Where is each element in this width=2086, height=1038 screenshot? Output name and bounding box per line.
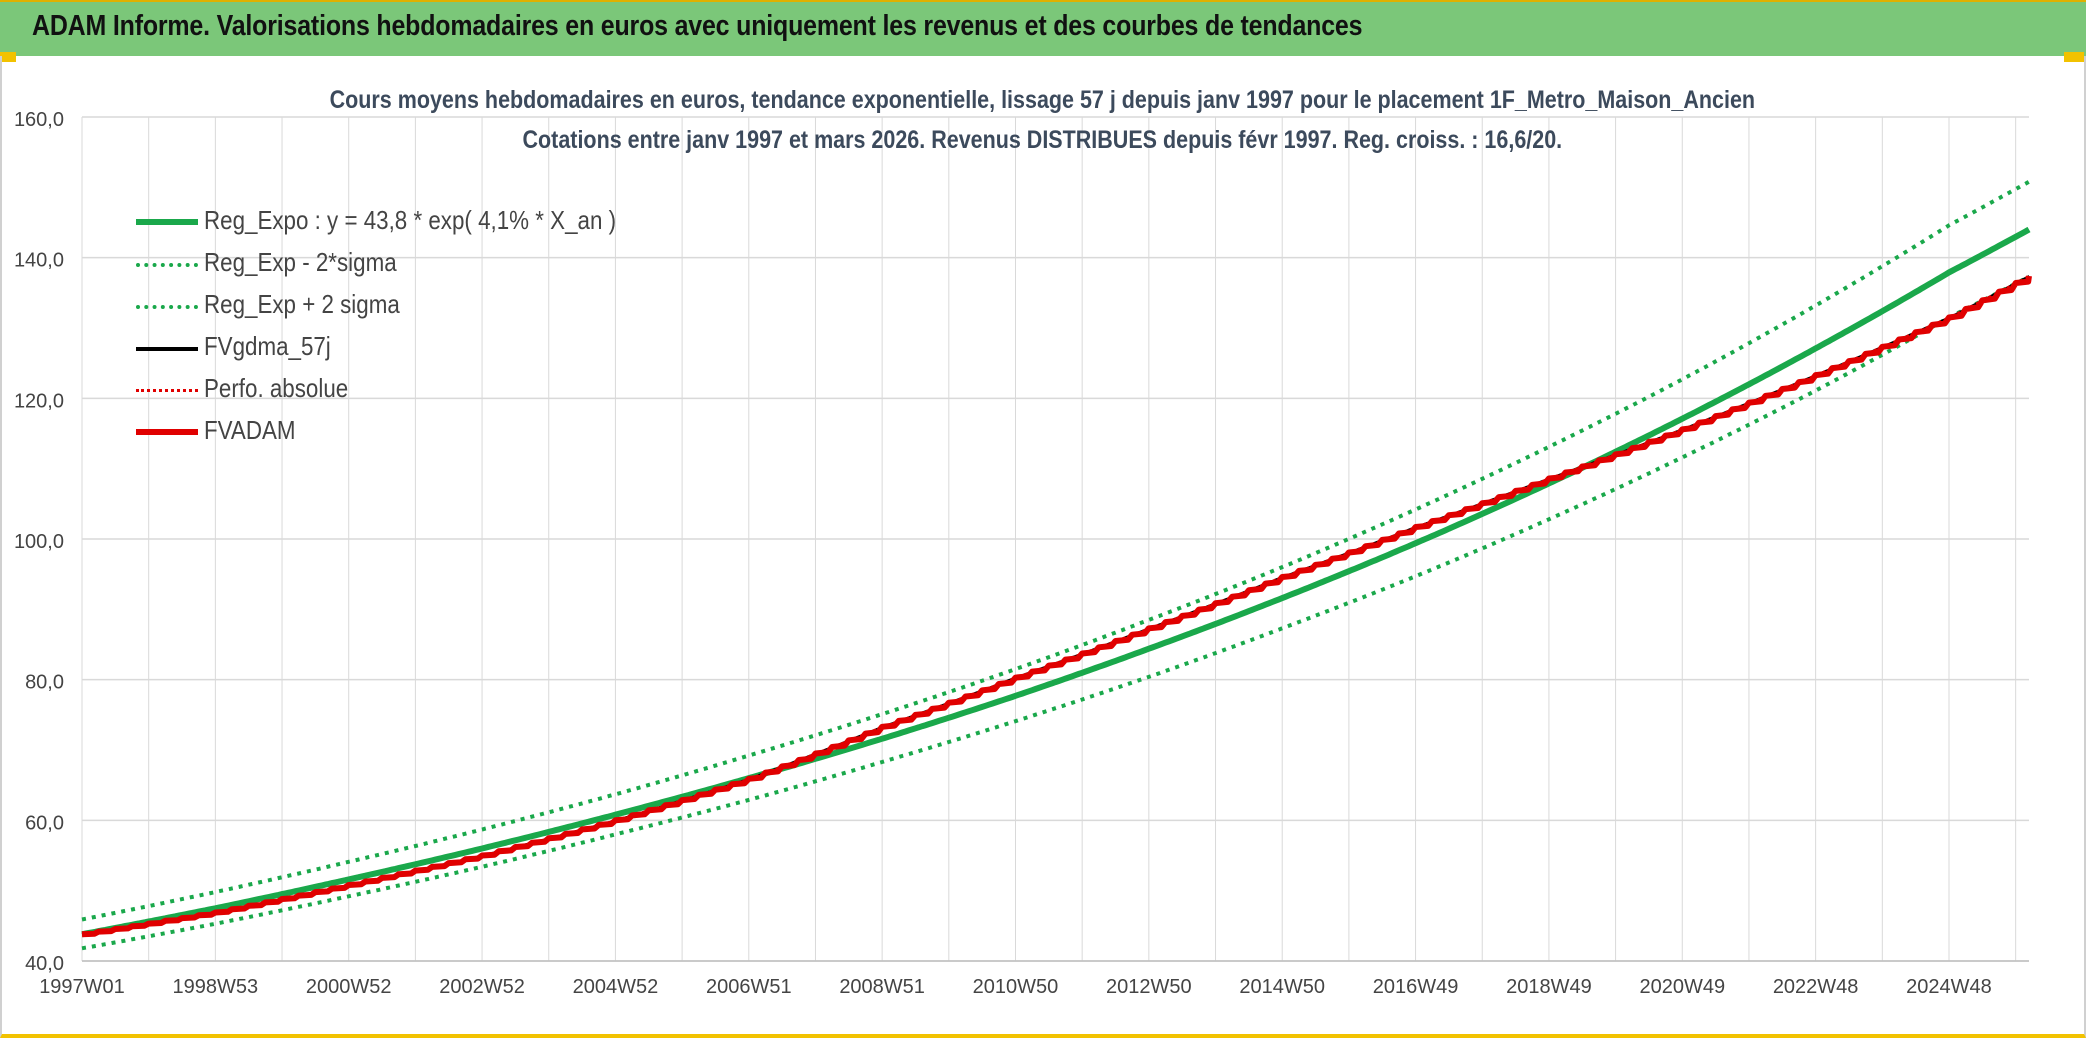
- x-tick-label: 1997W01: [39, 976, 125, 998]
- y-tick-label: 60,0: [25, 812, 64, 834]
- legend-label: Reg_Exp + 2 sigma: [204, 289, 400, 319]
- x-tick-label: 2020W49: [1639, 976, 1725, 998]
- y-tick-label: 80,0: [25, 672, 64, 694]
- legend-label: Reg_Expo : y = 43,8 * exp( 4,1% * X_an ): [204, 205, 617, 235]
- corner-marker-left: [0, 52, 16, 62]
- legend-label: Perfo. absolue: [204, 373, 349, 403]
- x-tick-label: 2012W50: [1106, 976, 1192, 998]
- corner-marker-right: [2064, 52, 2084, 62]
- report-title: ADAM Informe. Valorisations hebdomadaire…: [32, 10, 1363, 42]
- legend-swatch: [136, 219, 198, 225]
- y-tick-label: 40,0: [25, 953, 64, 975]
- legend-swatch: [136, 389, 198, 392]
- chart-plot: 40,0 60,0 80,0 100,0 120,0 140,0 160,0 1997W01 1…: [14, 109, 2032, 998]
- chart-title: Cours moyens hebdomadaires en euros, ten…: [329, 86, 1756, 114]
- x-tick-label: 2008W51: [839, 976, 925, 998]
- x-tick-label: 2002W52: [439, 976, 525, 998]
- legend-swatch: [136, 305, 198, 309]
- series-line-fvgdma: [81, 275, 2030, 936]
- series-line-reg-exp-plus: [81, 179, 2030, 922]
- legend-label: FVgdma_57j: [204, 331, 331, 361]
- chart-subtitle: Cotations entre janv 1997 et mars 2026. …: [522, 126, 1563, 154]
- series-line-reg-expo: [81, 226, 2031, 938]
- x-tick-label: 2010W50: [973, 976, 1059, 998]
- legend-label: FVADAM: [204, 415, 296, 445]
- series-line-fvadam: [81, 275, 2032, 938]
- x-tick-label: 2004W52: [573, 976, 659, 998]
- x-tick-label: 2018W49: [1506, 976, 1592, 998]
- legend-swatch: [136, 347, 198, 351]
- y-tick-label: 100,0: [14, 531, 64, 553]
- series-line-perfo-absolue: [81, 275, 2030, 936]
- legend-swatch: [136, 429, 198, 435]
- x-tick-label: 2014W50: [1239, 976, 1325, 998]
- x-tick-label: 2016W49: [1373, 976, 1459, 998]
- x-tick-label: 2024W48: [1906, 976, 1992, 998]
- legend-label: Reg_Exp - 2*sigma: [204, 247, 397, 277]
- x-tick-label: 2000W52: [306, 976, 392, 998]
- x-tick-label: 1998W53: [173, 976, 259, 998]
- chart-area: 40,0 60,0 80,0 100,0 120,0 140,0 160,0 1997W01 1…: [0, 56, 2086, 1038]
- legend-swatch: [136, 263, 198, 267]
- x-tick-label: 2022W48: [1773, 976, 1859, 998]
- y-tick-label: 120,0: [14, 390, 64, 412]
- y-tick-label: 140,0: [14, 250, 64, 272]
- y-tick-label: 160,0: [14, 109, 64, 131]
- x-tick-label: 2006W51: [706, 976, 792, 998]
- series-line-reg-exp-minus: [81, 274, 2030, 951]
- report-banner: ADAM Informe. Valorisations hebdomadaire…: [0, 0, 2086, 56]
